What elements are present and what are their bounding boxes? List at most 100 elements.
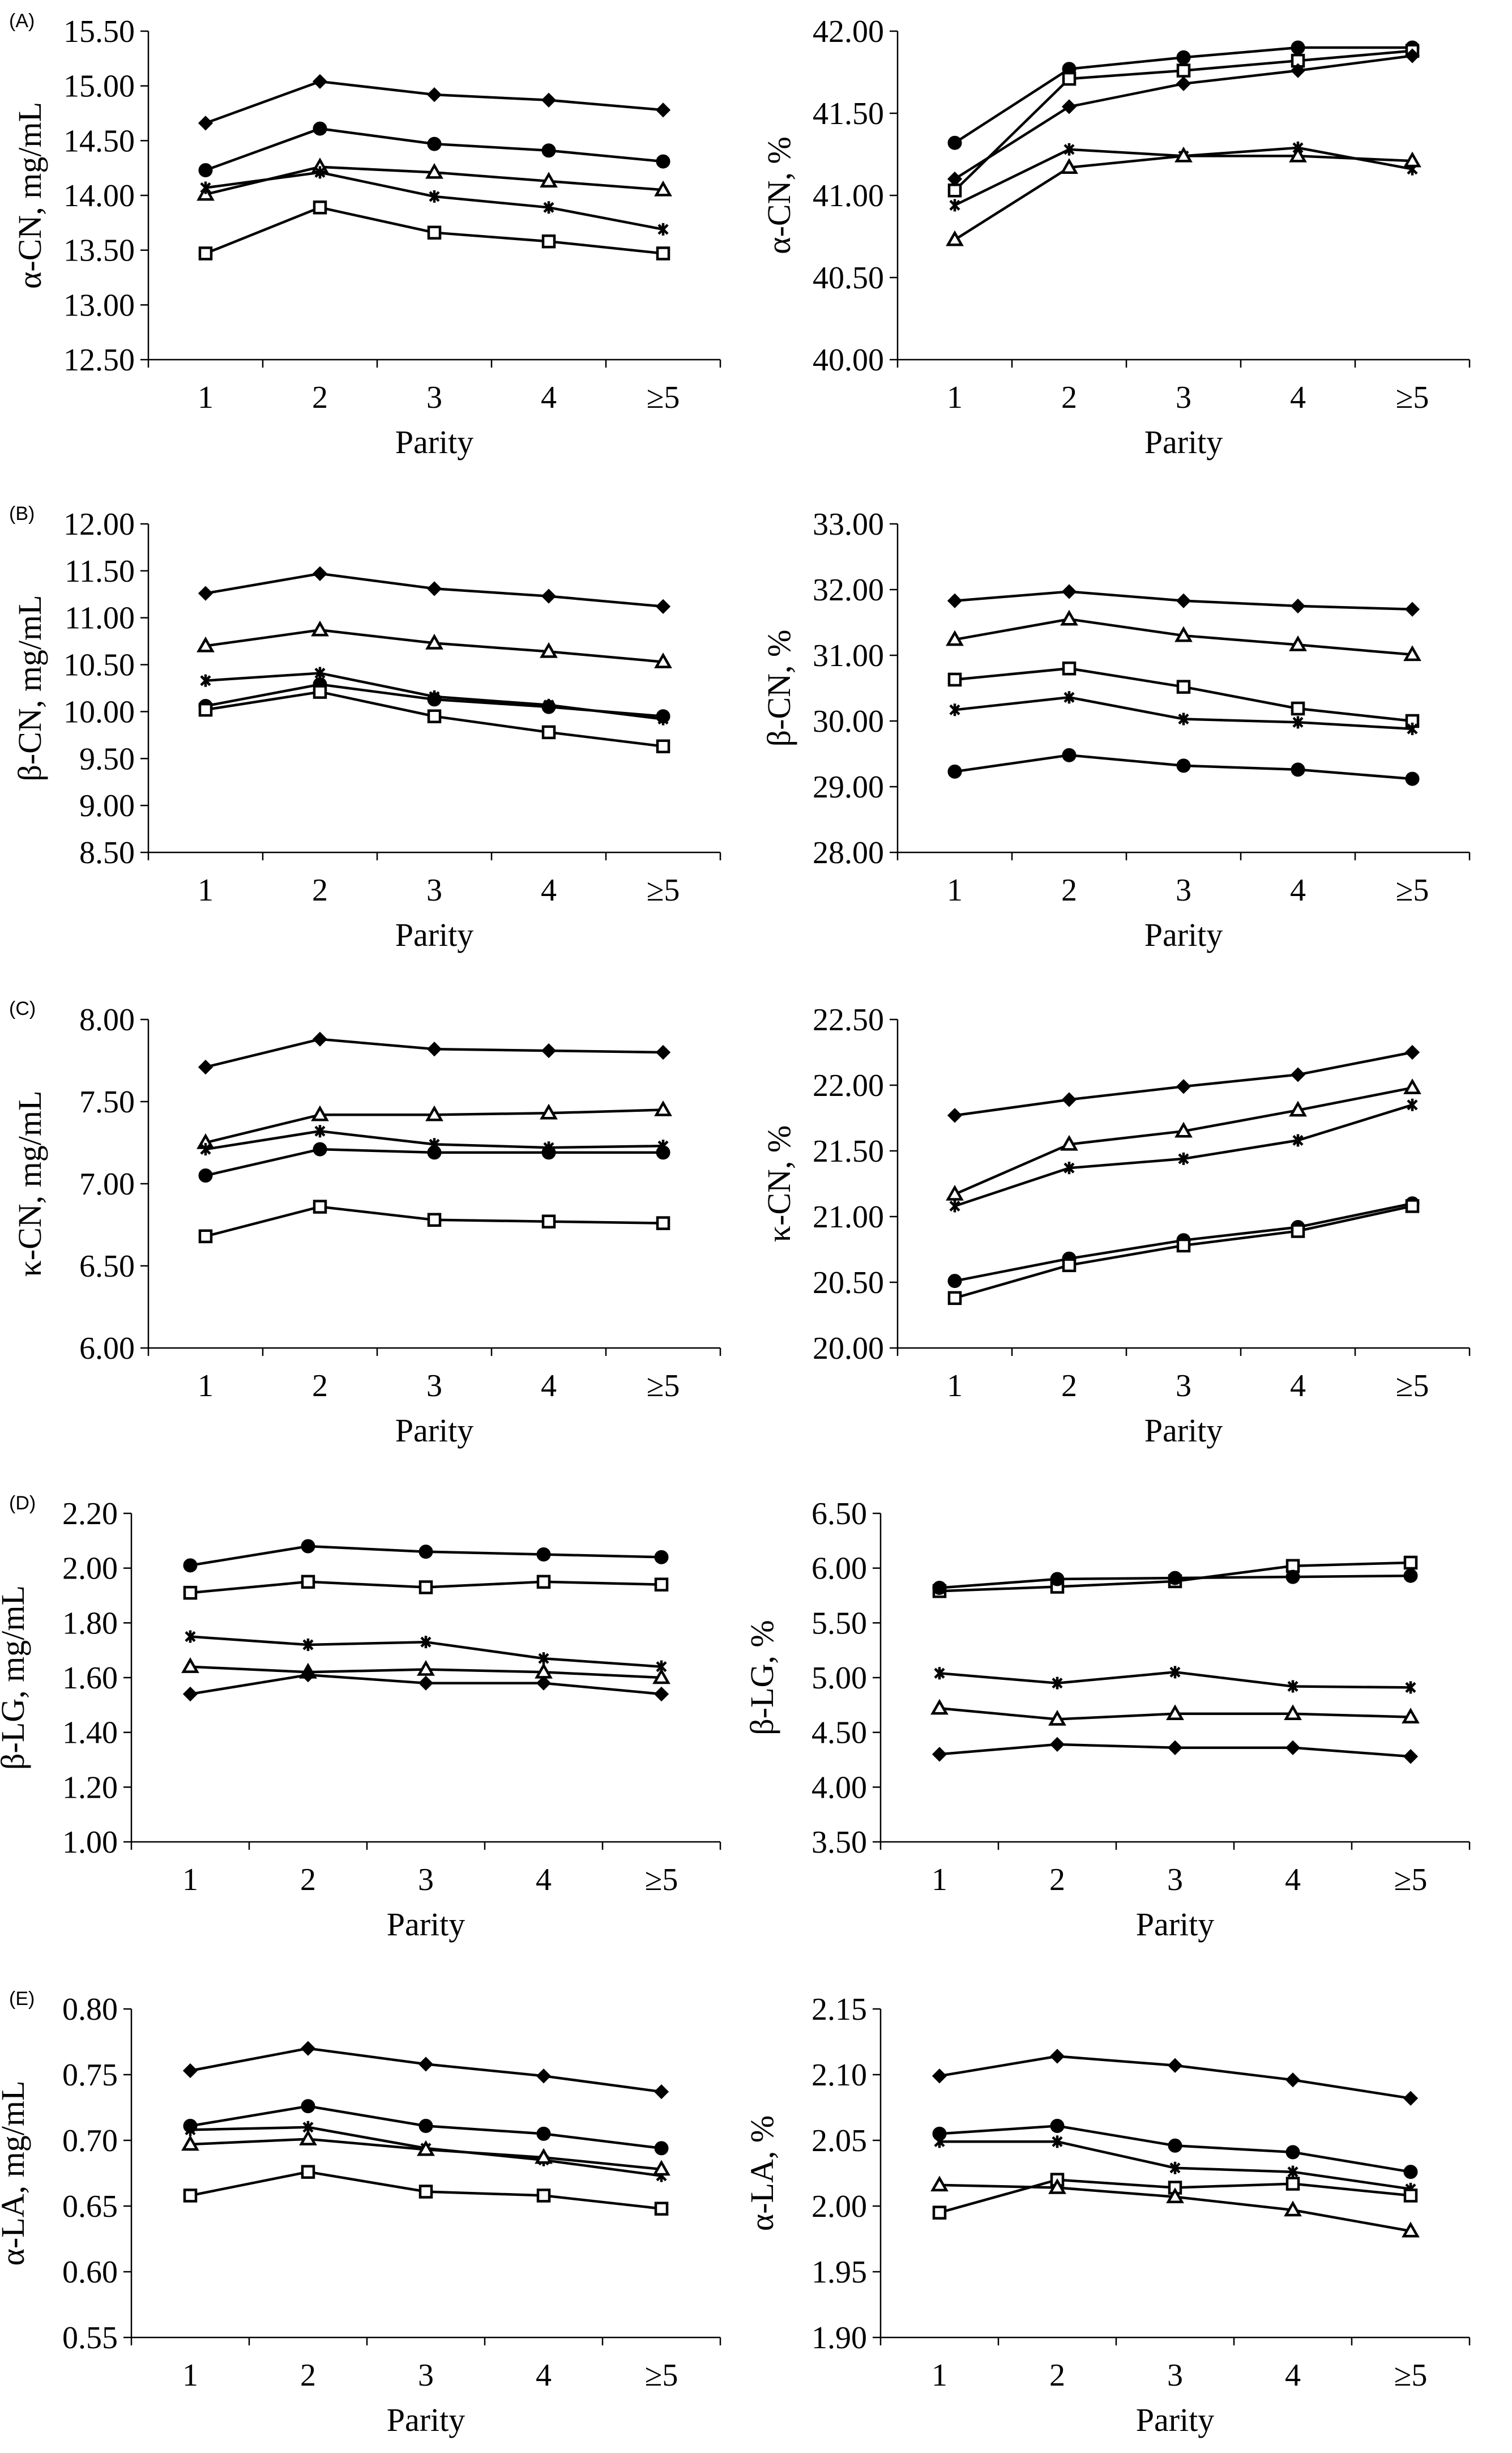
- chart-panel-1: (A) 12.50 13.00 13.50 14.00 14.50 15.00 15.50 1 2…: [9, 10, 721, 460]
- chart-panel-2: 40.00 40.50 41.00 41.50 42.00 1 2 3 4 ≥5 Parity α-C…: [761, 14, 1471, 460]
- x-tick-label: 3: [426, 873, 442, 908]
- x-tick-label: 2: [1061, 1368, 1077, 1403]
- data-point-circle: [947, 764, 962, 779]
- data-point-triangle: [299, 2130, 317, 2145]
- data-point-star: [934, 1667, 945, 1680]
- x-tick-label: ≥5: [647, 873, 680, 908]
- data-point-triangle: [425, 163, 443, 179]
- data-point-star: [185, 1630, 196, 1643]
- data-point-diamond: [654, 2084, 669, 2100]
- data-point-triangle: [946, 230, 964, 246]
- data-point-diamond: [1167, 1740, 1183, 1755]
- data-point-diamond: [932, 1747, 947, 1762]
- y-tick-label: 3.50: [811, 1825, 867, 1860]
- data-point-circle: [1291, 40, 1305, 55]
- y-tick-label: 20.50: [813, 1265, 884, 1300]
- data-point-diamond: [1403, 2091, 1419, 2106]
- x-tick-label: 4: [1290, 380, 1306, 415]
- data-point-square: [1062, 1258, 1077, 1273]
- data-point-triangle: [311, 620, 329, 637]
- data-point-star: [1169, 1666, 1181, 1679]
- data-point-square: [313, 1200, 327, 1214]
- data-point-square: [301, 2165, 315, 2179]
- x-tick-label: 4: [541, 1368, 557, 1403]
- data-point-diamond: [932, 2068, 947, 2084]
- panel-letter: (E): [9, 1988, 35, 2010]
- data-point-square: [1176, 1238, 1191, 1253]
- y-tick-label: 20.00: [813, 1331, 884, 1366]
- data-point-star: [302, 1639, 314, 1651]
- data-point-square: [427, 709, 442, 723]
- y-tick-label: 9.50: [79, 741, 135, 777]
- data-point-star: [657, 223, 669, 236]
- data-point-triangle: [417, 1659, 435, 1676]
- data-point-diamond: [300, 1667, 316, 1683]
- data-point-triangle: [1048, 1709, 1066, 1726]
- data-point-circle: [947, 1274, 962, 1289]
- x-tick-label: ≥5: [1394, 2358, 1428, 2393]
- data-point-diamond: [541, 92, 557, 108]
- data-point-triangle: [1289, 1100, 1307, 1117]
- data-point-triangle: [1174, 146, 1193, 163]
- data-point-triangle: [1402, 1708, 1420, 1724]
- x-tick-label: 4: [536, 1862, 552, 1897]
- x-tick-label: 2: [312, 1368, 328, 1403]
- x-axis-title: Parity: [387, 2401, 465, 2438]
- y-tick-label: 40.50: [813, 261, 884, 296]
- y-axis-title: β-LG, mg/mL: [0, 1585, 31, 1770]
- data-point-square: [198, 1229, 213, 1244]
- data-point-diamond: [198, 586, 213, 601]
- data-point-square: [654, 1577, 669, 1592]
- chart-panel-4: 28.00 29.00 30.00 31.00 32.00 33.00 1 2 3 4 ≥5 Pari…: [761, 507, 1471, 953]
- x-axis-title: Parity: [1136, 1906, 1215, 1943]
- data-point-triangle: [946, 1185, 964, 1201]
- x-tick-label: ≥5: [647, 380, 680, 415]
- data-point-triangle: [1166, 2187, 1184, 2204]
- data-point-circle: [656, 1145, 670, 1160]
- y-tick-label: 41.00: [813, 178, 884, 214]
- y-tick-label: 12.50: [63, 343, 135, 378]
- y-tick-label: 22.50: [813, 1002, 884, 1038]
- x-tick-label: 4: [1285, 1862, 1301, 1897]
- data-point-triangle: [1289, 146, 1307, 163]
- data-point-diamond: [198, 116, 213, 131]
- data-point-triangle: [540, 1103, 558, 1120]
- data-point-star: [949, 1200, 960, 1213]
- data-point-star: [1178, 713, 1189, 726]
- y-tick-label: 2.20: [62, 1496, 118, 1531]
- data-point-circle: [1291, 762, 1305, 777]
- data-point-circle: [418, 2118, 433, 2133]
- y-tick-label: 10.00: [63, 694, 135, 729]
- y-axis-title: κ-CN, mg/mL: [11, 1091, 48, 1277]
- y-tick-label: 13.50: [63, 233, 135, 268]
- y-tick-label: 0.80: [62, 1992, 118, 2027]
- data-point-square: [427, 1213, 442, 1227]
- data-point-square: [1403, 2188, 1418, 2203]
- data-point-diamond: [1049, 1737, 1065, 1752]
- y-tick-label: 15.00: [63, 69, 135, 104]
- data-point-triangle: [930, 2175, 949, 2192]
- y-axis-title: α-CN, mg/mL: [11, 102, 48, 289]
- y-tick-label: 1.00: [62, 1825, 118, 1860]
- data-point-diamond: [541, 1043, 557, 1059]
- chart-panel-7: (D) 1.00 1.20 1.40 1.60 1.80 2.00 2.20 1 2 3 4 ≥5 Par…: [0, 1492, 721, 1943]
- data-point-circle: [183, 1558, 198, 1573]
- data-point-star: [1169, 2161, 1181, 2174]
- x-tick-label: 1: [182, 1862, 198, 1897]
- x-axis-title: Parity: [1136, 2401, 1215, 2438]
- data-point-triangle: [540, 172, 558, 188]
- y-tick-label: 6.00: [811, 1551, 867, 1586]
- y-tick-label: 4.50: [811, 1716, 867, 1751]
- data-point-square: [198, 702, 213, 717]
- data-point-triangle: [654, 180, 672, 197]
- panel-letter: (C): [9, 998, 36, 1019]
- x-tick-label: 3: [418, 2358, 434, 2393]
- data-point-square: [183, 1585, 198, 1600]
- data-point-triangle: [181, 1657, 199, 1673]
- x-tick-label: 3: [1167, 1862, 1183, 1897]
- x-tick-label: 2: [312, 873, 328, 908]
- data-point-circle: [301, 2099, 315, 2114]
- data-point-diamond: [1404, 1044, 1420, 1060]
- x-tick-label: 2: [312, 380, 328, 415]
